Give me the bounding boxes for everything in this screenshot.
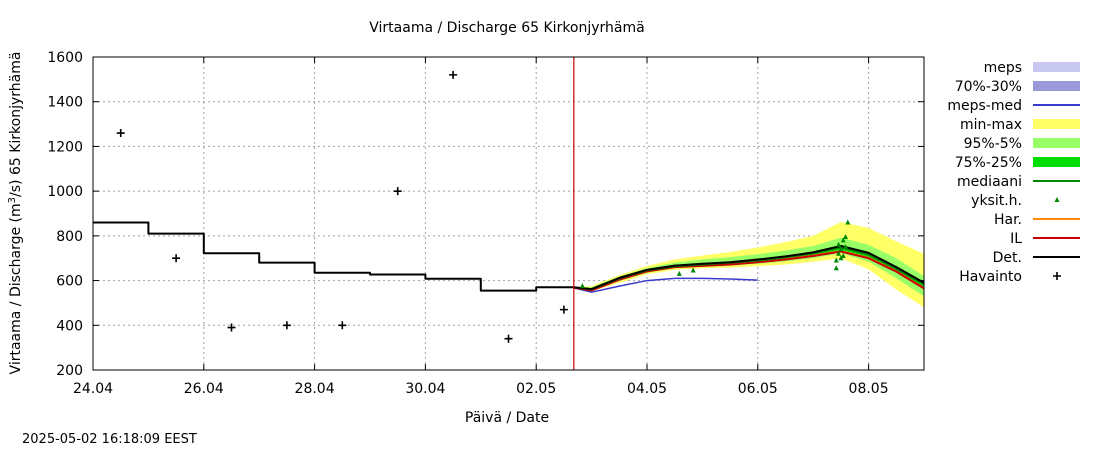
yksit-point xyxy=(845,219,851,225)
legend: meps 70%-30% meps-med min-max 95%-5% 75%-25% m… xyxy=(947,60,1080,285)
legend-label: Det. xyxy=(993,250,1022,266)
havainto-point xyxy=(393,187,402,196)
legend-swatch xyxy=(1053,272,1061,280)
y-tick-label: 1200 xyxy=(47,139,83,155)
legend-swatch xyxy=(1033,62,1080,72)
legend-label: 95%-5% xyxy=(964,136,1022,152)
plot-frame xyxy=(92,56,925,371)
meps-med-line xyxy=(572,277,758,293)
y-axis-label: Virtaama / Discharge (m3/s) 65 Kirkonjyr… xyxy=(7,52,25,375)
havainto-point xyxy=(116,129,125,138)
band-min-max xyxy=(573,221,924,308)
yksit-point xyxy=(676,270,682,276)
y-tick-label: 1400 xyxy=(47,95,83,111)
grid-lines xyxy=(93,57,924,370)
havainto-point xyxy=(282,321,291,330)
havainto-point xyxy=(227,323,236,332)
y-tick-label: 400 xyxy=(56,318,83,334)
havainto-point xyxy=(559,305,568,314)
yksit-point xyxy=(840,252,846,258)
y-tick-label: 600 xyxy=(56,274,83,290)
y-tick-label: 1600 xyxy=(47,50,83,66)
legend-label: mediaani xyxy=(957,174,1022,190)
x-axis-label: Päivä / Date xyxy=(465,410,549,426)
axis-ticks: 200 400 600 800 1000 1200 1400 1600 24.04 26.04 28… xyxy=(47,50,924,397)
yksit-point xyxy=(843,233,849,239)
legend-label: 75%-25% xyxy=(955,155,1022,171)
yksit-point xyxy=(836,241,842,247)
il-line xyxy=(572,250,925,292)
legend-swatch xyxy=(1033,81,1080,91)
yksit-point xyxy=(838,246,844,252)
det-forecast-line xyxy=(573,244,925,291)
legend-swatch xyxy=(1033,138,1080,148)
legend-label: Havainto xyxy=(959,269,1022,285)
x-tick-label: 08.05 xyxy=(849,381,889,397)
det-history-line xyxy=(93,221,574,292)
yksit-point xyxy=(840,237,846,243)
series-lines xyxy=(93,57,925,370)
legend-swatch xyxy=(1033,119,1080,129)
chart-title: Virtaama / Discharge 65 Kirkonjyrhämä xyxy=(369,20,644,36)
x-tick-label: 02.05 xyxy=(516,381,556,397)
y-tick-label: 800 xyxy=(56,229,83,245)
legend-label: meps xyxy=(984,60,1022,76)
legend-label: 70%-30% xyxy=(955,79,1022,95)
legend-label: IL xyxy=(1010,231,1022,247)
yksit-point xyxy=(843,244,849,250)
legend-swatch xyxy=(1033,157,1080,167)
havainto-point xyxy=(172,254,181,263)
legend-label: yksit.h. xyxy=(971,193,1022,209)
legend-swatch xyxy=(1054,197,1060,202)
yksit-point xyxy=(833,265,839,271)
x-tick-label: 28.04 xyxy=(295,381,335,397)
legend-label: meps-med xyxy=(947,98,1022,114)
x-tick-label: 06.05 xyxy=(738,381,778,397)
data-points xyxy=(116,70,851,343)
forecast-bands xyxy=(573,221,924,308)
yksit-point xyxy=(833,257,839,263)
x-tick-label: 26.04 xyxy=(184,381,224,397)
havainto-point xyxy=(449,70,458,79)
y-tick-label: 1000 xyxy=(47,184,83,200)
yksit-point xyxy=(690,267,696,273)
x-tick-label: 04.05 xyxy=(627,381,667,397)
timestamp: 2025-05-02 16:18:09 EEST xyxy=(22,432,197,447)
x-tick-label: 24.04 xyxy=(73,381,113,397)
yksit-point xyxy=(836,250,842,256)
x-tick-label: 30.04 xyxy=(405,381,445,397)
yksit-point xyxy=(579,283,585,289)
havainto-point xyxy=(504,334,513,343)
legend-label: Har. xyxy=(994,212,1022,228)
legend-label: min-max xyxy=(960,117,1022,133)
y-tick-label: 200 xyxy=(56,363,83,379)
havainto-point xyxy=(338,321,347,330)
